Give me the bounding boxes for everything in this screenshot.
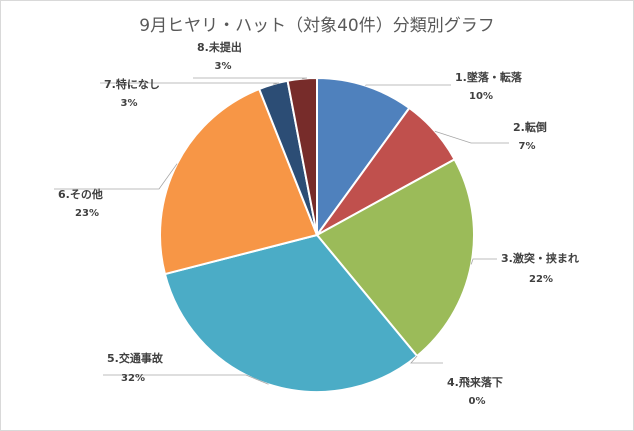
category-label-8: 8.未提出 [197,40,242,54]
pie-slices [159,76,475,393]
percent-label-8: 3% [215,61,232,72]
percent-label-6: 23% [75,208,99,219]
chart-title: 9月ヒヤリ・ハット（対象40件）分類別グラフ [139,16,494,36]
pie-slice-3 [315,158,475,358]
leader-line-8 [193,77,308,80]
percent-label-3: 22% [529,274,553,285]
category-label-7: 7.特になし [104,77,160,91]
category-label-5: 5.交通事故 [107,351,164,365]
category-label-3: 3.激突・挟まれ [501,251,579,265]
percent-label-2: 7% [519,141,536,152]
leader-line-5 [103,374,269,385]
percent-label-1: 10% [469,91,493,102]
data-labels: 1.墜落・転落 10% 2.転倒 7% 3.激突・挟まれ 22% 4.飛来落下 0% 5.交通事… [58,40,579,407]
percent-label-7: 3% [121,98,138,109]
category-label-2: 2.転倒 [513,120,547,134]
leader-line-4 [410,355,443,364]
percent-label-5: 32% [121,373,145,384]
category-label-6: 6.その他 [58,187,103,201]
percent-label-4: 0% [469,396,486,407]
category-label-1: 1.墜落・転落 [455,70,523,84]
leader-line-6 [54,163,178,190]
leader-line-2 [434,130,509,144]
leader-lines [54,77,509,385]
leader-line-3 [470,258,497,265]
category-label-4: 4.飛来落下 [447,375,503,389]
leader-line-1 [365,84,451,86]
leader-line-7 [100,82,280,85]
